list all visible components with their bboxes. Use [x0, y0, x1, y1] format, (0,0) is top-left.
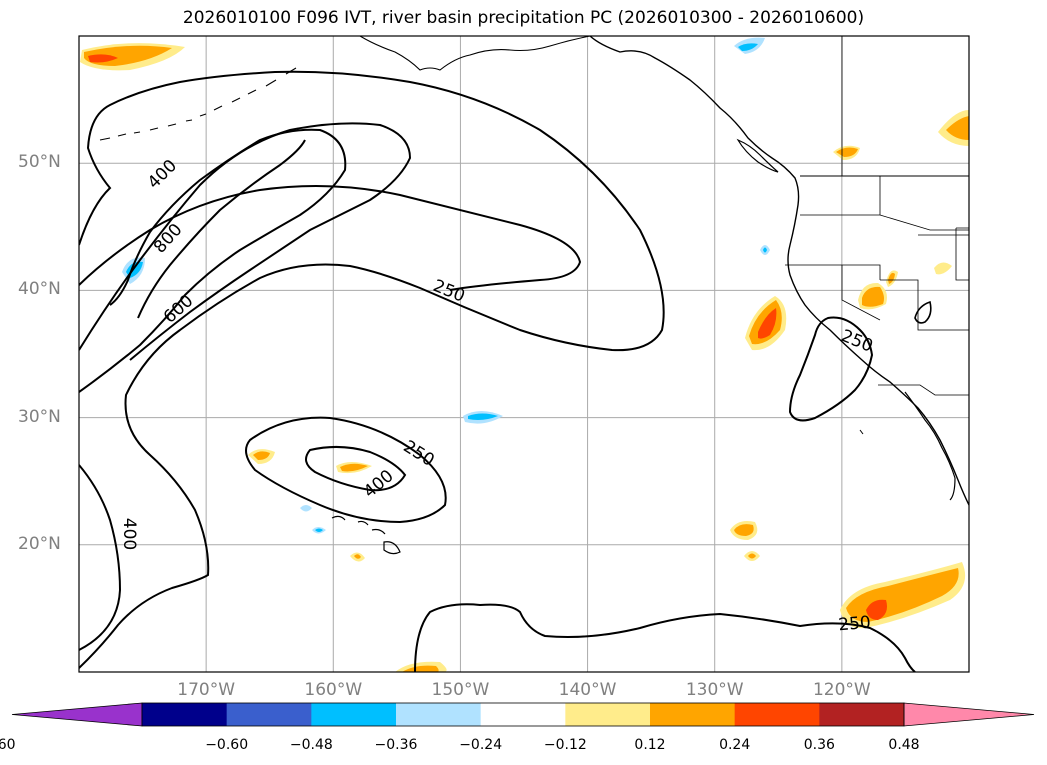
ivt-contour-250-east — [788, 316, 874, 422]
precip-patch — [862, 286, 884, 307]
colorbar-segment — [565, 703, 651, 726]
precip-patch — [468, 413, 498, 420]
precip-patch — [748, 553, 756, 559]
lon-label: 130°W — [685, 680, 744, 700]
colorbar-tick-label: 0.36 — [803, 737, 835, 753]
colorbar-tick-label: 0.48 — [888, 737, 920, 753]
lon-label: 120°W — [812, 680, 871, 700]
precip-patch — [300, 505, 312, 512]
precip-patch — [734, 524, 754, 536]
lat-label: 20°N — [18, 533, 61, 554]
precip-patch — [836, 147, 858, 157]
ivt-contour-small — [914, 300, 932, 324]
precip-patch — [253, 451, 270, 460]
ivt-contour-250-north — [79, 185, 582, 291]
north-america-coast — [589, 36, 969, 506]
precip-patch — [888, 272, 895, 284]
colorbar-tick-label: −0.48 — [289, 737, 333, 753]
colorbar-tick-label: −0.12 — [543, 737, 587, 753]
colorbar-extend-max — [903, 702, 1035, 727]
ivt-contour-250-outer — [79, 70, 665, 669]
lat-label: 30°N — [18, 406, 61, 427]
precip-patch — [354, 554, 361, 559]
colorbar-segment — [650, 703, 736, 726]
state-borders — [785, 36, 969, 331]
precip-patch — [738, 43, 758, 51]
colorbar-segment — [311, 703, 397, 726]
precip-patch — [340, 463, 368, 472]
guadalupe-island — [859, 429, 864, 435]
aleutian-islands — [99, 67, 297, 141]
colorbar-tick-label: 0.12 — [634, 737, 666, 753]
ivt-contour-400-west — [79, 464, 122, 651]
map-frame — [78, 35, 970, 673]
precip-patch — [763, 247, 767, 253]
colorbar — [11, 702, 1035, 727]
precip-patch — [402, 665, 439, 672]
ivt-contour-250-pacific — [414, 603, 916, 672]
contour-label: 400 — [119, 518, 139, 550]
precip-patch — [934, 262, 952, 275]
lon-label: 150°W — [431, 680, 490, 700]
colorbar-segment — [734, 703, 820, 726]
precip-patch — [88, 54, 118, 63]
colorbar-segment — [480, 703, 566, 726]
lat-label: 40°N — [18, 279, 61, 300]
lat-label: 50°N — [18, 152, 61, 173]
vancouver-island — [736, 138, 779, 173]
precip-patch — [758, 308, 777, 339]
alaska-coast — [359, 36, 591, 71]
precipitation-shading — [80, 37, 969, 672]
lon-label: 170°W — [177, 680, 236, 700]
graticule — [79, 36, 969, 672]
precip-patch — [946, 116, 969, 140]
colorbar-tick-label: −0.36 — [374, 737, 418, 753]
mexico-border — [878, 384, 969, 396]
ivt-contours — [79, 70, 932, 672]
colorbar-tick-label: 0.24 — [719, 737, 751, 753]
lon-label: 140°W — [558, 680, 617, 700]
lon-label: 160°W — [304, 680, 363, 700]
ivt-contour-800 — [137, 139, 306, 319]
colorbar-extend-min — [11, 702, 143, 727]
precip-patch — [866, 599, 887, 620]
colorbar-segment — [226, 703, 312, 726]
map-title: 2026010100 F096 IVT, river basin precipi… — [182, 8, 865, 28]
ivt-contour-400-south — [305, 446, 407, 492]
colorbar-tick-label: −0.60 — [205, 737, 249, 753]
colorbar-tick-label: −0.24 — [459, 737, 503, 753]
coastlines — [99, 36, 969, 555]
baja-coast — [904, 391, 956, 501]
colorbar-segment — [142, 703, 228, 726]
ivt-contour-250-south — [245, 416, 447, 524]
ivt-contour-400-north — [79, 122, 412, 361]
colorbar-frame — [141, 702, 905, 727]
ivt-contour-600 — [79, 128, 347, 393]
contour-label: 250 — [838, 613, 872, 636]
hawaii-islands — [331, 515, 401, 555]
precip-patch — [315, 528, 323, 532]
colorbar-tick-label: 0.60 — [0, 737, 16, 753]
colorbar-segment — [819, 703, 905, 726]
colorbar-segment — [396, 703, 482, 726]
